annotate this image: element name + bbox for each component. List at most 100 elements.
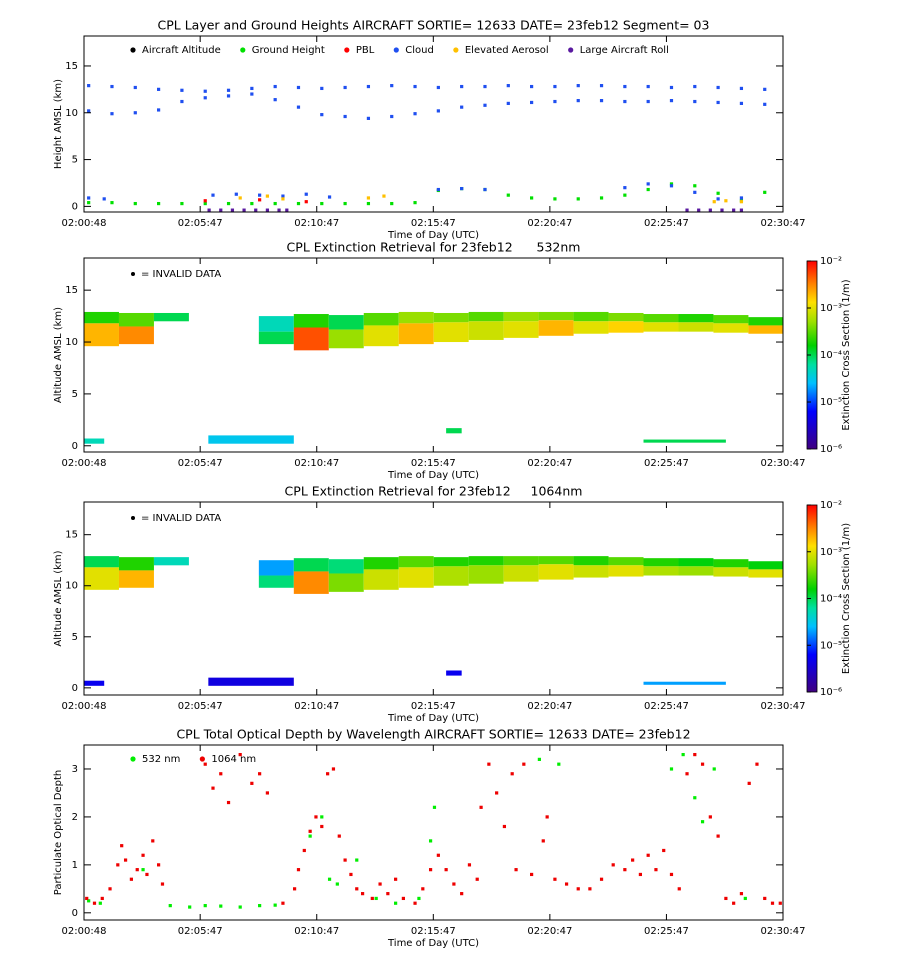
data-point <box>326 772 330 776</box>
extinction-cell <box>258 331 294 345</box>
legend-label: Ground Height <box>252 45 325 56</box>
data-point <box>141 868 145 872</box>
data-point <box>770 901 775 905</box>
y-tick-label: 10 <box>65 108 78 119</box>
data-point <box>631 858 635 862</box>
data-point <box>211 193 215 197</box>
data-point <box>739 892 744 896</box>
data-point <box>564 882 569 886</box>
chart-title: CPL Extinction Retrieval for 23feb12 106… <box>285 484 583 499</box>
data-point <box>669 182 674 186</box>
data-point <box>436 109 440 113</box>
data-point <box>273 201 277 206</box>
data-point <box>188 905 192 909</box>
legend-label: 1064 nm <box>211 754 256 765</box>
x-tick-label: 02:25:47 <box>644 926 689 937</box>
data-point <box>254 208 258 212</box>
extinction-cell <box>678 322 714 332</box>
data-point <box>506 193 510 197</box>
x-tick-label: 02:30:47 <box>761 218 806 229</box>
data-point <box>467 863 472 867</box>
x-axis-label: Time of Day (UTC) <box>387 713 479 724</box>
data-point <box>273 98 277 102</box>
extinction-cell <box>84 323 119 347</box>
x-tick-label: 02:15:47 <box>411 701 456 712</box>
y-tick-label: 5 <box>72 389 78 400</box>
data-point <box>697 208 701 212</box>
data-point <box>203 199 207 203</box>
extinction-cell <box>84 438 105 444</box>
data-point <box>157 87 161 91</box>
data-point <box>250 86 254 91</box>
legend-label: Large Aircraft Roll <box>580 45 669 56</box>
extinction-cell <box>293 327 329 351</box>
data-point <box>180 201 184 206</box>
data-point <box>763 896 767 901</box>
data-point <box>308 829 312 833</box>
data-point <box>460 84 464 89</box>
data-point <box>436 85 440 90</box>
extinction-cell <box>118 570 154 588</box>
data-point <box>685 772 689 776</box>
x-tick-label: 02:05:47 <box>178 926 223 937</box>
data-point <box>646 187 650 192</box>
x-tick-label: 02:10:47 <box>294 458 339 469</box>
extinction-cell <box>608 321 644 333</box>
data-point <box>506 84 510 88</box>
extinction-cell <box>748 569 783 578</box>
data-point <box>320 201 324 206</box>
data-point <box>296 868 301 872</box>
panel: CPL Total Optical Depth by Wavelength AI… <box>53 727 805 950</box>
data-point <box>343 85 347 90</box>
extinction-cell <box>433 566 469 586</box>
data-point <box>681 752 685 757</box>
data-point <box>541 839 545 843</box>
extinction-cell <box>678 566 714 576</box>
extinction-cell <box>328 329 364 349</box>
y-tick-label: 5 <box>72 155 78 166</box>
x-tick-label: 02:30:47 <box>761 458 806 469</box>
y-tick-label: 15 <box>65 285 78 296</box>
data-point <box>669 98 674 103</box>
data-point <box>530 84 534 89</box>
x-tick-label: 02:20:47 <box>527 458 572 469</box>
data-point <box>296 201 301 206</box>
colorbar-tick-label: 10⁻⁶ <box>820 444 842 455</box>
data-point <box>273 84 277 89</box>
data-point <box>432 805 437 809</box>
data-point <box>390 84 394 88</box>
legend-marker <box>393 47 399 53</box>
y-axis-label: Height AMSL (km) <box>53 79 64 169</box>
data-point <box>320 113 324 117</box>
extinction-cell <box>713 567 749 577</box>
y-tick-label: 0 <box>72 201 78 212</box>
extinction-cell <box>503 565 539 582</box>
data-point <box>576 197 580 201</box>
data-point <box>436 187 440 192</box>
data-point <box>483 103 487 107</box>
extinction-cell <box>293 558 329 572</box>
legend-marker <box>344 47 350 53</box>
chart-title: CPL Layer and Ground Heights AIRCRAFT SO… <box>158 18 710 33</box>
chart-title: CPL Extinction Retrieval for 23feb12 532… <box>287 240 581 255</box>
extinction-cell <box>748 561 783 570</box>
data-point <box>623 186 627 190</box>
data-point <box>133 85 137 90</box>
data-point <box>495 791 499 795</box>
extinction-cell <box>84 680 105 686</box>
x-tick-label: 02:10:47 <box>294 926 339 937</box>
extinction-cell <box>208 677 294 686</box>
data-point <box>277 208 281 212</box>
x-tick-label: 02:20:47 <box>527 926 572 937</box>
data-point <box>355 887 359 891</box>
x-axis-label: Time of Day (UTC) <box>387 230 479 241</box>
extinction-cell <box>573 311 609 322</box>
data-point <box>304 200 308 204</box>
legend-label: 532 nm <box>142 754 180 765</box>
data-point <box>413 84 417 89</box>
extinction-cell <box>398 567 434 588</box>
data-point <box>92 901 97 905</box>
data-point <box>712 767 716 771</box>
data-point <box>669 85 674 90</box>
